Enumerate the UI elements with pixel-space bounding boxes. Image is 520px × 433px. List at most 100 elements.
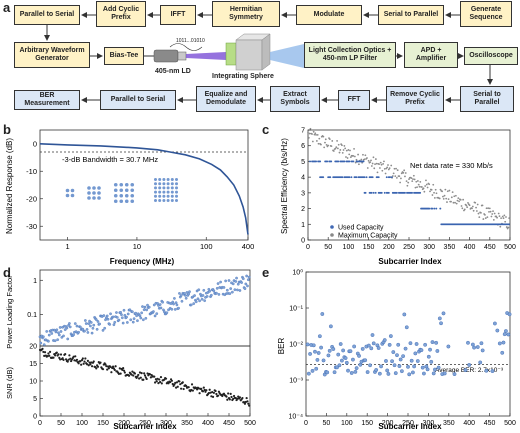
diagram-arrows [44,12,493,103]
chart-b-plot-frame [39,129,249,241]
chart-d-xtick-10: 500 [244,420,256,427]
block-apd-amplifier: APD + Amplifier [404,42,458,68]
chart-e-xlabel: Subcarrier Index [378,422,442,431]
chart-d-xtick-2: 100 [76,420,88,427]
block-light-collection-optics: Light Collection Optics + 450-nm LP Filt… [304,42,396,68]
chart-e-ytick-4: 10⁻⁴ [289,414,304,421]
chart-c-xtick-8: 400 [464,244,476,251]
chart-e-annotation: Average BER: 2.7x10⁻³ [435,367,504,374]
chart-d-bottom-ylabel: SNR (dB) [5,366,14,399]
chart-d-bottom-ytick-4: 20 [29,344,37,351]
chart-b-ytick-1: -10 [26,167,37,176]
block-remove-cyclic-prefix: Remove Cyclic Prefix [386,86,444,112]
chart-b-xlabel: Frequency (MHz) [110,257,175,266]
chart-e-ytick-0: 10⁰ [292,269,303,277]
panel-letter-e: e [262,265,270,280]
block-ifft: IFFT [160,5,196,25]
chart-d-bottom-plot-frame [39,345,251,417]
chart-d-bottom-ytick-1: 5 [33,396,37,403]
chart-d-xtick-6: 300 [160,420,172,427]
chart-c-xtick-1: 50 [324,244,332,251]
chart-d-top-ytick-0: 0.1 [27,312,37,319]
laser-label: 405-nm LD [155,68,191,75]
block-add-cyclic-prefix: Add Cyclic Prefix [96,1,146,27]
chart-c-xlabel: Subcarrier Index [378,257,442,266]
chart-c-ytick-3: 3 [301,190,305,197]
block-generate-sequence: Generate Sequence [460,1,512,27]
chart-d-bottom-ytick-3: 15 [29,361,37,368]
chart-e-xtick-10: 500 [504,420,516,427]
chart-c-xtick-5: 250 [403,244,415,251]
chart-c-xtick-4: 200 [383,244,395,251]
chart-c-spectral-efficiency: Spectral Efficiency (b/s/Hz) Subcarrier … [280,127,516,267]
chart-d-xtick-1: 50 [57,420,65,427]
chart-c-ytick-6: 6 [301,143,305,150]
chart-e-xtick-2: 100 [341,420,353,427]
chart-d-top-ytick-1: 1 [33,278,37,285]
chart-e-xtick-9: 450 [484,420,496,427]
chart-d-bottom-ytick-2: 10 [29,379,37,386]
chart-c-xtick-0: 0 [306,244,310,251]
series-ber [305,311,512,377]
chart-d-xtick-7: 350 [181,420,193,427]
chart-c-ytick-2: 2 [301,206,305,213]
chart-e-xtick-8: 400 [463,420,475,427]
integrating-sphere-label: Integrating Sphere [212,73,274,80]
chart-d-xtick-9: 450 [223,420,235,427]
chart-b-annotation: -3-dB Bandwidth = 30.7 MHz [62,155,158,164]
block-arbitrary-waveform-generator: Arbitrary Waveform Generator [14,42,90,68]
chart-c-annotation: Net data rate = 330 Mb/s [410,161,493,170]
chart-d-xtick-3: 150 [97,420,109,427]
chart-d-top-ylabel: Power Loading Factor [5,275,14,349]
panel-letter-b: b [3,122,11,137]
chart-e-ylabel: BER [277,338,286,355]
chart-b-xtick-2: 100 [200,242,213,251]
chart-e-ytick-3: 10⁻³ [289,378,303,385]
block-parallel-to-serial-rx: Parallel to Serial [100,90,176,110]
constellation-4 [154,178,178,202]
block-serial-to-parallel-tx: Serial to Parallel [378,5,444,25]
chart-c-ylabel: Spectral Efficiency (b/s/Hz) [280,138,289,234]
block-serial-to-parallel-rx: Serial to Parallel [460,86,514,112]
laser-diode-icon [153,49,179,63]
chart-c-xtick-2: 100 [343,244,355,251]
constellation-3 [113,182,135,204]
block-extract-symbols: Extract Symbols [270,86,320,112]
chart-c-legend: Used Capacity Maximum Capacity [330,225,398,240]
legend-maximum-capacity: Maximum Capacity [338,233,398,240]
chart-e-plot-frame [305,271,511,417]
chart-c-ytick-1: 1 [301,222,305,229]
constellation-2 [87,186,101,200]
chart-e-xtick-5: 250 [402,420,414,427]
chart-b-xtick-0: 1 [66,242,70,251]
series-snr [38,347,251,407]
series-used-capacity [309,160,510,226]
chart-d-bottom-ytick-0: 0 [33,414,37,421]
chart-c-xtick-7: 350 [444,244,456,251]
chart-e-xtick-0: 0 [304,420,308,427]
chart-c-ytick-0: 0 [301,238,305,245]
chart-c-ytick-7: 7 [301,128,305,135]
chart-d-xtick-8: 400 [202,420,214,427]
chart-d-power-loading-snr: Power Loading Factor SNR (dB) Subcarrier… [5,269,256,431]
chart-b-ytick-0: 0 [33,139,37,148]
chart-d-xtick-0: 0 [38,420,42,427]
integrating-sphere-icon [235,39,263,71]
block-oscilloscope: Oscilloscope [464,47,518,65]
chart-c-xtick-3: 150 [363,244,375,251]
optical-filter-icon [225,42,237,66]
series-power-loading [38,274,251,347]
chart-d-xtick-5: 250 [139,420,151,427]
panel-letter-d: d [3,265,11,280]
chart-c-xtick-10: 500 [504,244,516,251]
bits-label: 1011...01010 [176,38,205,44]
chart-e-ber: BER Subcarrier Index Average BER: 2.7x10… [277,269,516,432]
chart-e-xtick-4: 200 [382,420,394,427]
chart-d-xtick-4: 200 [118,420,130,427]
chart-b-xtick-1: 10 [133,242,141,251]
chart-e-ytick-2: 10⁻² [289,342,303,349]
constellation-1 [65,188,75,198]
chart-b-ylabel: Normalized Response (dB) [5,138,14,234]
chart-b-ytick-3: -30 [26,222,37,231]
series-maximum-capacity [307,127,511,230]
